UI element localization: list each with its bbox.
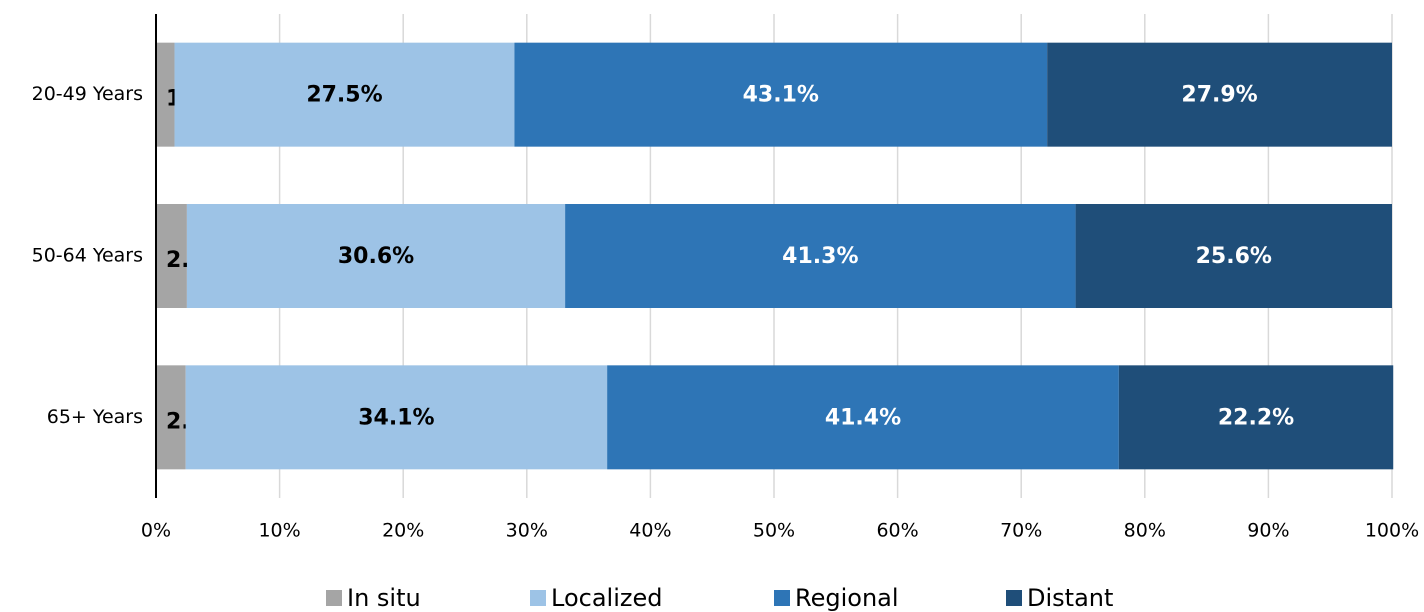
- bar-segment: [156, 42, 175, 147]
- x-tick-label: 70%: [1000, 520, 1042, 542]
- data-label: 41.4%: [825, 405, 901, 430]
- data-label: 27.5%: [306, 83, 382, 108]
- x-tick-label: 100%: [1365, 520, 1419, 542]
- x-tick-label: 50%: [753, 520, 795, 542]
- bar-segment: [607, 365, 1119, 470]
- x-tick-label: 10%: [258, 520, 300, 542]
- bar-segment: [1075, 204, 1392, 308]
- x-tick-label: 60%: [876, 520, 918, 542]
- data-label: 25.6%: [1196, 244, 1272, 269]
- x-tick-label: 0%: [141, 520, 171, 542]
- category-label: 65+ Years: [47, 406, 143, 428]
- bar-segment: [185, 365, 608, 470]
- data-label: 41.3%: [782, 244, 858, 269]
- bar-segment: [1047, 42, 1392, 147]
- legend-swatch: [1006, 590, 1022, 606]
- x-tick-label: 90%: [1247, 520, 1289, 542]
- x-tick-label: 20%: [382, 520, 424, 542]
- data-label: 34.1%: [358, 405, 434, 430]
- bar-segment: [156, 365, 186, 470]
- x-tick-label: 40%: [629, 520, 671, 542]
- bar-segment: [174, 42, 515, 147]
- bar-segment: [1118, 365, 1394, 470]
- legend-label: Distant: [1027, 584, 1113, 612]
- bar-segment: [186, 204, 566, 308]
- x-tick-label: 80%: [1124, 520, 1166, 542]
- x-tick-label: 30%: [506, 520, 548, 542]
- bar-segment: [514, 42, 1048, 147]
- bar-segment: [565, 204, 1076, 308]
- bar-segment: [156, 204, 187, 308]
- data-label: 22.2%: [1218, 405, 1294, 430]
- legend-label: Regional: [795, 584, 899, 612]
- category-label: 50-64 Years: [32, 245, 143, 267]
- data-label: 27.9%: [1181, 83, 1257, 108]
- category-label: 20-49 Years: [32, 83, 143, 105]
- data-label: 30.6%: [338, 244, 414, 269]
- legend-swatch: [326, 590, 342, 606]
- legend-swatch: [774, 590, 790, 606]
- data-label: 43.1%: [743, 83, 819, 108]
- legend-swatch: [530, 590, 546, 606]
- legend-label: Localized: [551, 584, 662, 612]
- legend-label: In situ: [347, 584, 421, 612]
